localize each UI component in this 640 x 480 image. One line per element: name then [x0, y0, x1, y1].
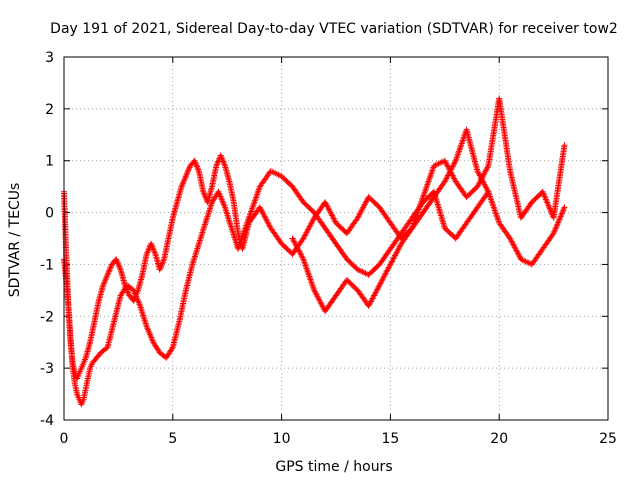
- data-point-fill: [299, 254, 306, 261]
- y-tick-label: -2: [40, 309, 54, 325]
- x-tick-label: 15: [381, 431, 399, 447]
- data-point: [561, 204, 568, 211]
- y-tick-label: 0: [45, 206, 54, 222]
- data-point-fill: [181, 176, 188, 183]
- data-point-fill: [116, 263, 123, 270]
- x-tick-labels: 0 5 10 15 20 25: [60, 431, 617, 447]
- data-point-fill: [214, 159, 221, 166]
- x-tick-label: 20: [490, 431, 508, 447]
- data-point-fill: [105, 268, 112, 275]
- data-point: [485, 188, 492, 195]
- y-tick-label: -4: [40, 413, 54, 429]
- data-point-fill: [185, 167, 192, 174]
- y-tick-label: -1: [40, 257, 54, 273]
- data-point-fill: [220, 158, 227, 165]
- y-tick-label: 3: [45, 50, 54, 66]
- plot-frame: [63, 56, 609, 421]
- y-tick-label: -3: [40, 361, 54, 377]
- x-tick-label: 25: [599, 431, 617, 447]
- x-tick-label: 10: [273, 431, 291, 447]
- data-point-fill: [193, 162, 200, 169]
- data-point-fill: [157, 265, 164, 272]
- data-point: [561, 142, 568, 149]
- x-tick-label: 0: [60, 431, 69, 447]
- data-point-fill: [148, 242, 155, 249]
- data-point-fill: [102, 276, 109, 283]
- y-tick-labels: -4 -3 -2 -1 0 1 2 3: [40, 50, 54, 429]
- data-point: [178, 183, 185, 190]
- chart-title: Day 191 of 2021, Sidereal Day-to-day VTE…: [50, 21, 618, 37]
- y-tick-label: 1: [45, 154, 54, 170]
- data-points: [61, 95, 568, 408]
- x-tick-label: 5: [168, 431, 177, 447]
- y-tick-label: 2: [45, 102, 54, 118]
- grid-lines: [64, 57, 608, 420]
- y-axis-label: SDTVAR / TECUs: [7, 183, 23, 298]
- axis-ticks: [63, 56, 609, 421]
- x-axis-label: GPS time / hours: [275, 459, 392, 475]
